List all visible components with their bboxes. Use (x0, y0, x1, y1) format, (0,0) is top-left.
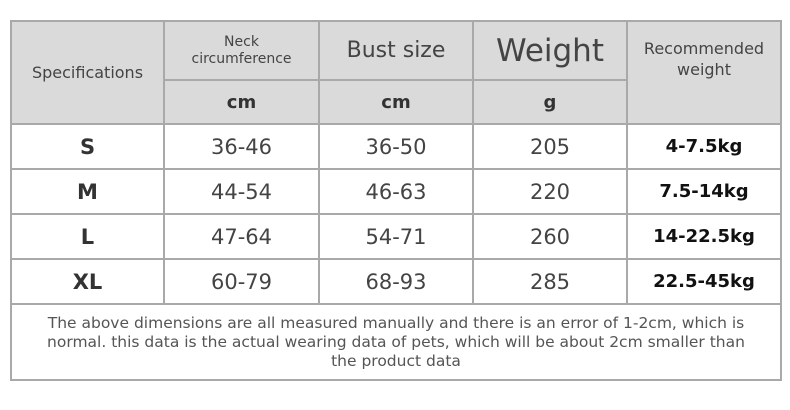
bust-cell: 68-93 (318, 258, 474, 305)
neck-cell: 60-79 (163, 258, 320, 305)
bust-cell: 46-63 (318, 168, 474, 215)
table-row: XL 60-79 68-93 285 22.5-45kg (10, 258, 782, 305)
table-row: L 47-64 54-71 260 14-22.5kg (10, 213, 782, 260)
header-neck-label: Neck circumference (191, 33, 292, 67)
size-cell: S (10, 123, 165, 170)
header-specifications: Specifications (10, 20, 165, 125)
neck-cell: 36-46 (163, 123, 320, 170)
bust-cell: 54-71 (318, 213, 474, 260)
recommended-cell: 22.5-45kg (626, 258, 782, 305)
size-cell: XL (10, 258, 165, 305)
weight-cell: 220 (472, 168, 628, 215)
recommended-cell: 7.5-14kg (626, 168, 782, 215)
weight-cell: 260 (472, 213, 628, 260)
header-recommended: Recommended weight (626, 20, 782, 125)
header-bust: Bust size (318, 20, 474, 81)
header-neck: Neck circumference (163, 20, 320, 81)
size-cell: M (10, 168, 165, 215)
unit-bust: cm (318, 79, 474, 125)
bust-cell: 36-50 (318, 123, 474, 170)
weight-cell: 285 (472, 258, 628, 305)
size-cell: L (10, 213, 165, 260)
recommended-cell: 4-7.5kg (626, 123, 782, 170)
weight-cell: 205 (472, 123, 628, 170)
measurement-note: The above dimensions are all measured ma… (10, 303, 782, 381)
size-chart-table: Specifications Neck circumference Bust s… (10, 20, 782, 381)
header-recommended-label: Recommended weight (643, 38, 765, 79)
neck-cell: 44-54 (163, 168, 320, 215)
table-row: S 36-46 36-50 205 4-7.5kg (10, 123, 782, 170)
neck-cell: 47-64 (163, 213, 320, 260)
header-weight: Weight (472, 20, 628, 81)
unit-weight: g (472, 79, 628, 125)
table-row: M 44-54 46-63 220 7.5-14kg (10, 168, 782, 215)
unit-neck: cm (163, 79, 320, 125)
recommended-cell: 14-22.5kg (626, 213, 782, 260)
